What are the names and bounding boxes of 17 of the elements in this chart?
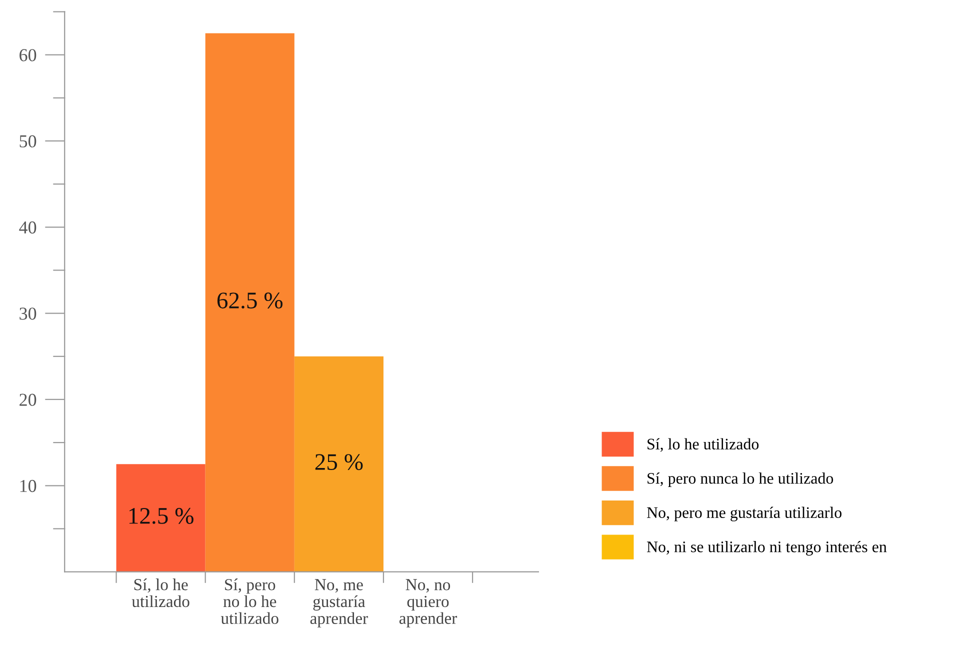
x-tick-label: No, no quiero aprender: [399, 579, 458, 628]
legend-label: Sí, pero nunca lo he utilizado: [648, 472, 834, 487]
y-tick-label: 30: [20, 308, 36, 320]
data-label: 62.5 %: [217, 292, 283, 309]
y-tick-label: 50: [20, 135, 36, 148]
x-tick-label: No, me gustaría aprender: [310, 579, 368, 628]
y-tick-label: 20: [20, 394, 36, 406]
y-tick-label: 10: [20, 480, 36, 492]
x-tick-label: Sí, lo he utilizado: [132, 578, 190, 608]
x-tick-label: Sí, pero no lo he utilizado: [220, 578, 278, 624]
data-label: 12.5 %: [129, 508, 194, 524]
legend-label: No, ni se utilizarlo ni tengo interés en: [646, 541, 887, 556]
data-label: 25 %: [315, 454, 363, 470]
y-tick-label: 40: [19, 221, 36, 234]
legend-label: No, pero me gustaría utilizarlo: [646, 506, 842, 522]
y-tick-label: 60: [20, 49, 36, 62]
legend-label: Sí, lo he utilizado: [648, 438, 759, 452]
